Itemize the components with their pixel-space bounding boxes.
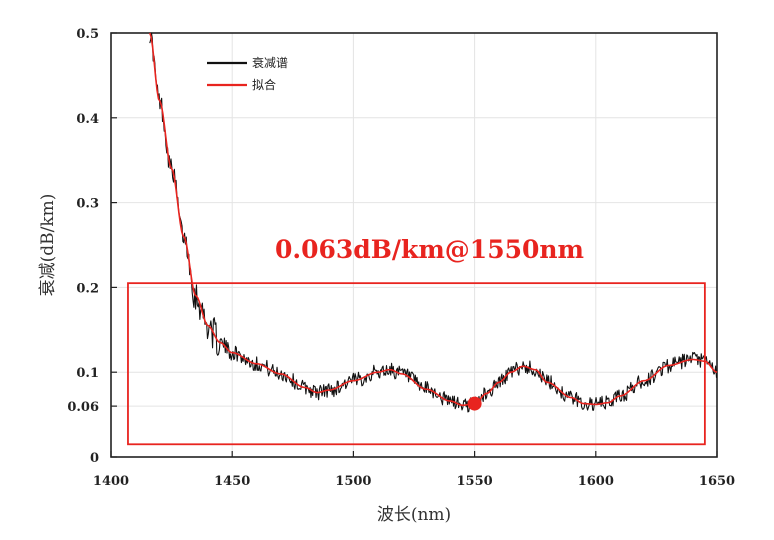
y-axis-label: 衰减(dB/km): [38, 194, 58, 297]
legend-label-measured: 衰减谱: [252, 55, 288, 70]
x-tick-label-1550: 1550: [457, 474, 493, 489]
annotation-text: 0.063dB/km@1550nm: [275, 235, 584, 264]
axis-ticks: 1400 1450 1500 1550 1600 1650 0 0.06 0.1 0.2 0.3 0.…: [67, 27, 735, 489]
x-tick-label-1600: 1600: [578, 474, 614, 489]
y-tick-label-0.1: 0.1: [76, 366, 99, 381]
x-tick-label-1650: 1650: [699, 474, 735, 489]
series-line-fit: [149, 32, 718, 407]
x-axis-label: 波长(nm): [377, 505, 451, 525]
legend: 衰减谱 拟合: [207, 55, 288, 92]
highlight-marker-1550nm: [467, 396, 482, 411]
x-tick-label-1450: 1450: [214, 474, 250, 489]
y-tick-label-0.3: 0.3: [76, 197, 99, 212]
y-tick-label-0.5: 0.5: [76, 27, 99, 42]
series-lines: [149, 32, 718, 413]
x-tick-label-1400: 1400: [93, 474, 129, 489]
highlight-box: [127, 282, 706, 446]
y-tick-label-0.4: 0.4: [76, 112, 99, 127]
series-line-measured: [149, 32, 718, 413]
y-tick-label-0.06: 0.06: [67, 400, 99, 415]
y-tick-label-0: 0: [90, 451, 99, 466]
plot-frame: [110, 32, 718, 458]
legend-label-fit: 拟合: [252, 77, 276, 92]
y-tick-label-0.2: 0.2: [76, 281, 99, 296]
grid: [111, 33, 717, 457]
x-tick-label-1500: 1500: [335, 474, 371, 489]
